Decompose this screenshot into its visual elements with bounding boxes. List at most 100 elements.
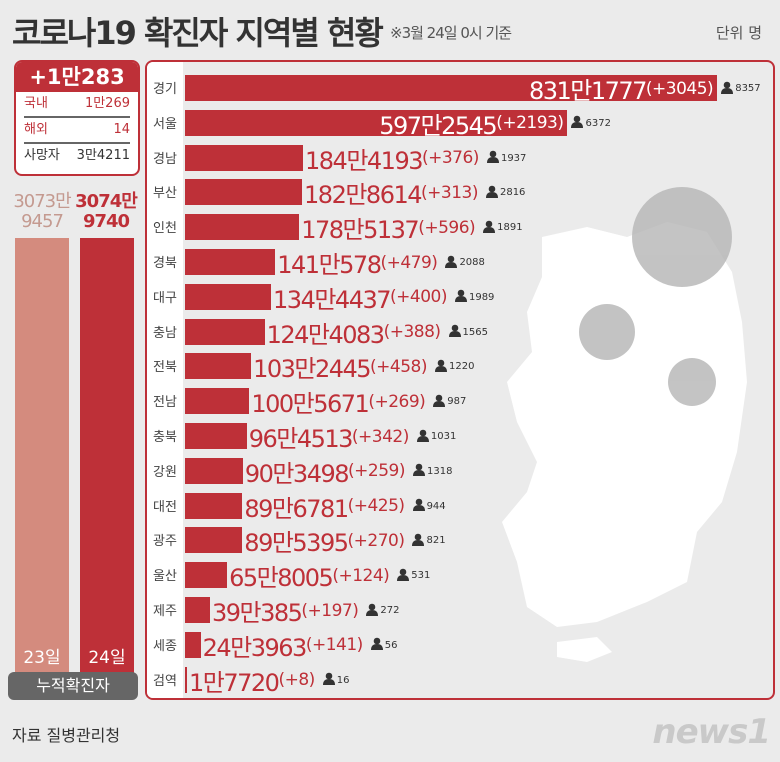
deaths-count: 8357 xyxy=(721,81,761,97)
cumulative-value: 141만578 xyxy=(277,251,382,279)
deaths-value: 2088 xyxy=(459,257,485,268)
region-label: 인천 xyxy=(153,221,177,237)
increase-value: (+3045) xyxy=(645,78,714,99)
deaths-count: 56 xyxy=(370,637,398,653)
deaths-value: 1565 xyxy=(462,326,488,338)
increase-value: (+259) xyxy=(348,461,405,482)
region-label: 대전 xyxy=(153,499,177,515)
deaths-count: 16 xyxy=(322,672,350,688)
bar-row: 전북 103만2445 (+458) 1220 xyxy=(147,348,773,383)
increase-value: (+124) xyxy=(332,565,390,586)
day-label-23: 23일 xyxy=(23,648,61,668)
deaths-count: 2088 xyxy=(445,255,485,271)
bar-row: 충남 124만4083 (+388) 1565 xyxy=(147,314,773,350)
increase-value: (+2193) xyxy=(496,113,564,134)
cumulative-value: 89만6781 xyxy=(244,494,349,523)
new-cases-box: +1만283 국내 1만269 해외 14 사망자 3만4211 xyxy=(14,60,140,176)
bar xyxy=(185,283,272,310)
person-icon xyxy=(412,463,427,479)
region-label: 울산 xyxy=(153,569,177,585)
cumulative-value: 100만5671 xyxy=(251,390,369,419)
value-label: 597만2545 (+2193) 6372 xyxy=(379,106,611,141)
increase-value: (+479) xyxy=(380,252,438,273)
region-label: 서울 xyxy=(153,116,177,132)
region-label: 세종 xyxy=(153,638,177,654)
increase-value: (+141) xyxy=(305,635,363,656)
bar-row: 부산 182만8614 (+313) 2816 xyxy=(147,174,773,210)
increase-value: (+376) xyxy=(421,148,479,169)
cumulative-value: 134만4437 xyxy=(273,285,391,314)
region-label: 경남 xyxy=(153,151,177,167)
increase-value: (+269) xyxy=(368,391,426,412)
deaths-value: 8357 xyxy=(735,83,761,94)
deaths-count: 6372 xyxy=(571,115,611,131)
bar xyxy=(185,457,243,484)
value-label: 65만8005 (+124) 531 xyxy=(229,558,430,593)
deaths-count: 987 xyxy=(433,394,466,410)
value-label: 184만4193 (+376) 1937 xyxy=(305,141,526,176)
cumulative-24-top: 3074만 xyxy=(75,191,138,212)
page-title: 코로나19 확진자 지역별 현황 xyxy=(12,14,384,52)
deaths-value: 3만4211 xyxy=(76,148,130,163)
value-label: 178만5137 (+596) 1891 xyxy=(301,210,522,245)
deaths-count: 1891 xyxy=(483,220,523,236)
bar xyxy=(185,388,250,415)
person-icon xyxy=(370,637,385,653)
person-icon xyxy=(721,81,735,97)
bar-row: 서울 597만2545 (+2193) 6372 xyxy=(147,105,773,141)
region-label: 대구 xyxy=(153,290,177,306)
region-label: 경북 xyxy=(153,256,177,271)
cumulative-label: 누적확진자 xyxy=(8,672,138,700)
cumulative-value: 124만4083 xyxy=(266,320,385,349)
virus-icon xyxy=(579,187,732,406)
domestic-label: 국내 xyxy=(24,96,48,111)
increase-value: (+270) xyxy=(347,530,405,551)
region-label: 충북 xyxy=(153,430,177,445)
region-label: 경기 xyxy=(153,82,177,97)
bar xyxy=(185,318,265,345)
deaths-row: 사망자 3만4211 xyxy=(24,144,130,168)
value-label: 124만4083 (+388) 1565 xyxy=(267,315,488,350)
person-icon xyxy=(454,289,469,305)
region-label: 전남 xyxy=(153,395,177,411)
region-label: 전북 xyxy=(153,360,177,376)
bar-row: 제주 39만385 (+197) 272 xyxy=(147,592,773,627)
cumulative-value: 184만4193 xyxy=(305,146,423,175)
cumulative-23-top: 3073만 xyxy=(13,191,71,212)
deaths-value: 821 xyxy=(426,535,446,547)
deaths-value: 1989 xyxy=(468,291,495,303)
deaths-value: 944 xyxy=(426,500,446,512)
bar-row: 경기 831만1777 (+3045) 8357 xyxy=(147,70,773,106)
bar-row: 인천 178만5137 (+596) 1891 xyxy=(147,209,773,245)
cumulative-value: 24만3963 xyxy=(202,633,308,662)
deaths-count: 531 xyxy=(397,568,430,584)
bar xyxy=(185,527,243,554)
deaths-count: 1031 xyxy=(416,429,456,445)
bar-row: 경남 184만4193 (+376) 1937 xyxy=(147,140,773,176)
value-label: 96만4513 (+342) 1031 xyxy=(249,419,457,454)
deaths-count: 944 xyxy=(412,498,446,514)
value-label: 182만8614 (+313) 2816 xyxy=(304,175,525,210)
deaths-value: 1937 xyxy=(500,152,527,164)
cumulative-23-bottom: 9457 xyxy=(21,211,64,232)
cumulative-value: 831만1777 xyxy=(528,77,647,105)
domestic-value: 1만269 xyxy=(84,96,130,111)
deaths-value: 987 xyxy=(447,396,467,408)
cumulative-23-text: 3073만 9457 xyxy=(10,192,74,232)
person-icon xyxy=(433,394,447,410)
overseas-row: 해외 14 xyxy=(24,118,130,144)
bar-row: 대구 134만4437 (+400) 1989 xyxy=(147,279,773,314)
bar xyxy=(185,144,304,171)
bar-row: 강원 90만3498 (+259) 1318 xyxy=(147,453,773,488)
increase-value: (+197) xyxy=(301,600,359,621)
region-label: 제주 xyxy=(153,604,177,619)
new-cases-total: +1만283 xyxy=(16,62,138,92)
person-icon xyxy=(571,115,585,131)
regional-chart: 경기 831만1777 (+3045) 8357 서울 597만2545 (+2193) 63… xyxy=(145,60,775,700)
deaths-value: 1318 xyxy=(426,465,453,477)
bar xyxy=(185,666,187,693)
bar xyxy=(185,109,568,136)
bar xyxy=(185,492,243,519)
value-label: 831만1777 (+3045) 8357 xyxy=(529,71,761,106)
